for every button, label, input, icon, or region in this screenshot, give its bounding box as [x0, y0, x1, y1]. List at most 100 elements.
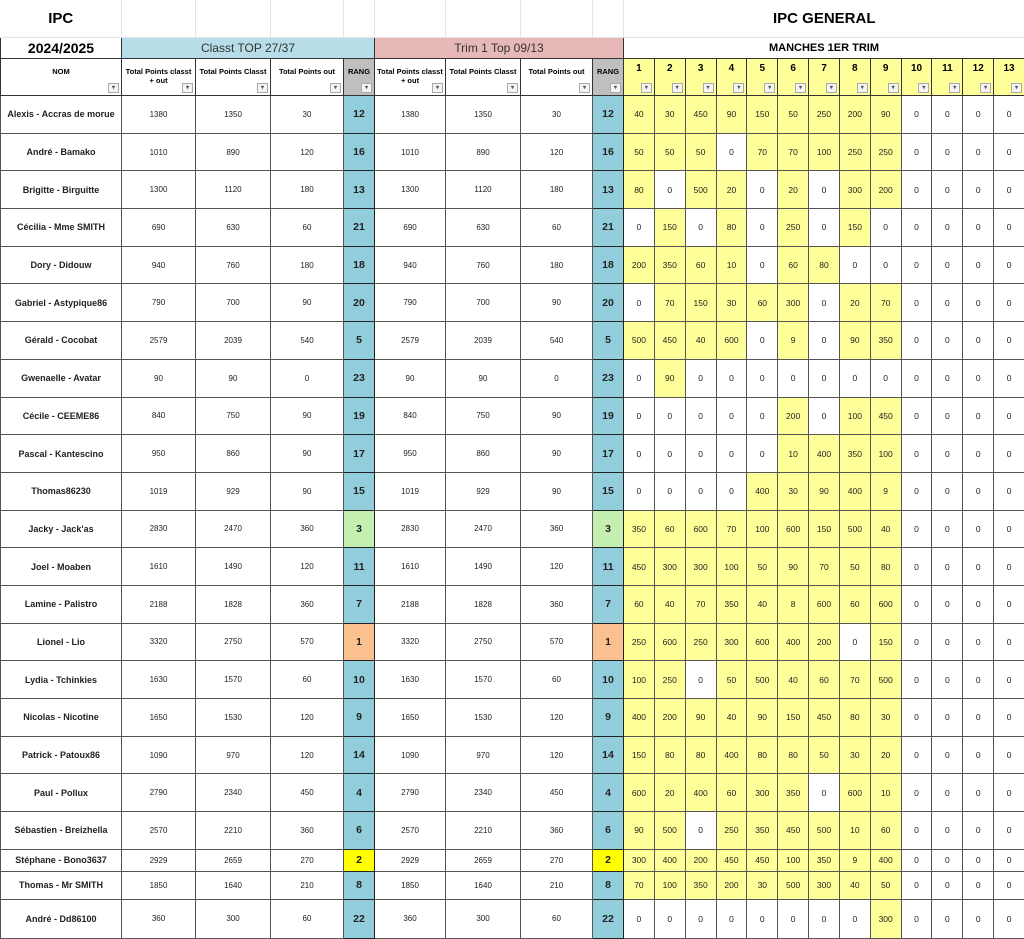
- header-manche-8: 8 ▾: [838, 58, 871, 96]
- classt-points-cell: 60: [270, 660, 344, 699]
- manche-score-cell: 0: [777, 358, 810, 398]
- manche-score-cell: 100: [653, 870, 686, 900]
- manche-score-cell: 600: [684, 509, 717, 549]
- classt-rang-cell: 1: [343, 622, 375, 662]
- classt-rang-cell: 13: [343, 170, 375, 210]
- manche-score-cell: 0: [993, 660, 1024, 699]
- filter-dropdown-icon[interactable]: ▾: [887, 83, 899, 93]
- filter-dropdown-icon[interactable]: ▾: [733, 83, 745, 93]
- trim-rang-cell: 4: [592, 773, 624, 813]
- table-row: Alexis - Accras de morue 1380 1350 30 12 1380…: [0, 95, 1024, 134]
- filter-dropdown-icon[interactable]: ▾: [764, 83, 776, 93]
- manche-score-cell: 0: [931, 735, 964, 775]
- manche-score-cell: 0: [715, 358, 748, 398]
- manche-score-cell: 0: [869, 245, 902, 285]
- manche-score-cell: 500: [653, 811, 686, 850]
- filter-dropdown-icon[interactable]: ▾: [361, 83, 372, 93]
- manche-score-cell: 10: [838, 811, 871, 850]
- filter-dropdown-icon[interactable]: ▾: [330, 83, 341, 93]
- filter-dropdown-icon[interactable]: ▾: [980, 83, 992, 93]
- classt-points-cell: 860: [195, 434, 271, 473]
- filter-dropdown-icon[interactable]: ▾: [640, 83, 652, 93]
- manche-score-cell: 0: [931, 811, 964, 850]
- manche-score-cell: 0: [962, 434, 995, 473]
- classt-rang-cell: 19: [343, 396, 375, 436]
- player-name: Lamine - Palistro: [0, 584, 122, 624]
- manche-score-cell: 40: [684, 321, 717, 360]
- filter-dropdown-icon[interactable]: ▾: [579, 83, 590, 93]
- trim-rang-cell: 14: [592, 735, 624, 775]
- filter-dropdown-icon[interactable]: ▾: [671, 83, 683, 93]
- trim-points-cell: 270: [520, 848, 593, 872]
- header-label: 7: [821, 63, 827, 74]
- trim-points-cell: 540: [520, 321, 593, 360]
- header-manche-1: 1 ▾: [623, 58, 655, 96]
- classt-rang-cell: 2: [343, 848, 375, 872]
- header-label: NOM: [52, 67, 70, 76]
- trim-points-cell: 2750: [445, 622, 521, 662]
- manche-score-cell: 90: [838, 321, 871, 360]
- filter-dropdown-icon[interactable]: ▾: [825, 83, 837, 93]
- filter-dropdown-icon[interactable]: ▾: [432, 83, 443, 93]
- manche-score-cell: 0: [993, 509, 1024, 549]
- manche-score-cell: 500: [869, 660, 902, 699]
- classt-rang-cell: 11: [343, 547, 375, 586]
- header-label: RANG: [347, 67, 371, 76]
- manche-score-cell: 90: [715, 95, 748, 134]
- trim-points-cell: 2570: [374, 811, 446, 850]
- filter-dropdown-icon[interactable]: ▾: [108, 83, 119, 93]
- header-classt-col1: Total Points classt + out ▾: [121, 58, 196, 96]
- manche-score-cell: 600: [808, 584, 840, 624]
- manche-score-cell: 0: [993, 245, 1024, 285]
- player-name: André - Bamako: [0, 132, 122, 172]
- trim-rang-cell: 3: [592, 509, 624, 549]
- manche-score-cell: 500: [808, 811, 840, 850]
- filter-dropdown-icon[interactable]: ▾: [702, 83, 714, 93]
- player-name: Gérald - Cocobat: [0, 321, 122, 360]
- classt-points-cell: 1120: [195, 170, 271, 210]
- header-classt-rang: RANG ▾: [343, 58, 375, 96]
- player-name: Gabriel - Astypique86: [0, 283, 122, 323]
- filter-dropdown-icon[interactable]: ▾: [257, 83, 268, 93]
- manche-score-cell: 30: [838, 735, 871, 775]
- manche-score-cell: 600: [869, 584, 902, 624]
- manche-score-cell: 100: [623, 660, 655, 699]
- manche-score-cell: 0: [900, 509, 933, 549]
- filter-dropdown-icon[interactable]: ▾: [507, 83, 518, 93]
- filter-dropdown-icon[interactable]: ▾: [182, 83, 193, 93]
- player-name: Joel - Moaben: [0, 547, 122, 586]
- classt-points-cell: 1610: [121, 547, 196, 586]
- filter-dropdown-icon[interactable]: ▾: [856, 83, 868, 93]
- manche-score-cell: 0: [962, 660, 995, 699]
- trim-points-cell: 2579: [374, 321, 446, 360]
- trim-points-cell: 2470: [445, 509, 521, 549]
- manche-score-cell: 0: [993, 471, 1024, 511]
- trim-points-cell: 1490: [445, 547, 521, 586]
- filter-dropdown-icon[interactable]: ▾: [949, 83, 961, 93]
- filter-dropdown-icon[interactable]: ▾: [1011, 83, 1022, 93]
- manche-score-cell: 250: [808, 95, 840, 134]
- filter-dropdown-icon[interactable]: ▾: [610, 83, 621, 93]
- classt-points-cell: 1010: [121, 132, 196, 172]
- filter-dropdown-icon[interactable]: ▾: [795, 83, 807, 93]
- player-name: Alexis - Accras de morue: [0, 95, 122, 134]
- manche-score-cell: 0: [931, 622, 964, 662]
- trim-points-cell: 300: [445, 898, 521, 939]
- manche-score-cell: 0: [808, 396, 840, 436]
- manche-score-cell: 0: [993, 208, 1024, 247]
- manche-score-cell: 40: [838, 870, 871, 900]
- manche-score-cell: 100: [869, 434, 902, 473]
- manche-score-cell: 40: [869, 509, 902, 549]
- filter-dropdown-icon[interactable]: ▾: [918, 83, 930, 93]
- manche-score-cell: 0: [993, 735, 1024, 775]
- manche-score-cell: 0: [900, 870, 933, 900]
- classt-points-cell: 1530: [195, 698, 271, 737]
- manche-score-cell: 0: [962, 811, 995, 850]
- trim-rang-cell: 9: [592, 698, 624, 737]
- classt-points-cell: 360: [121, 898, 196, 939]
- manche-score-cell: 0: [931, 132, 964, 172]
- header-label: 6: [790, 63, 796, 74]
- header-label: 13: [1003, 63, 1015, 74]
- manche-score-cell: 0: [900, 208, 933, 247]
- manche-score-cell: 100: [746, 509, 779, 549]
